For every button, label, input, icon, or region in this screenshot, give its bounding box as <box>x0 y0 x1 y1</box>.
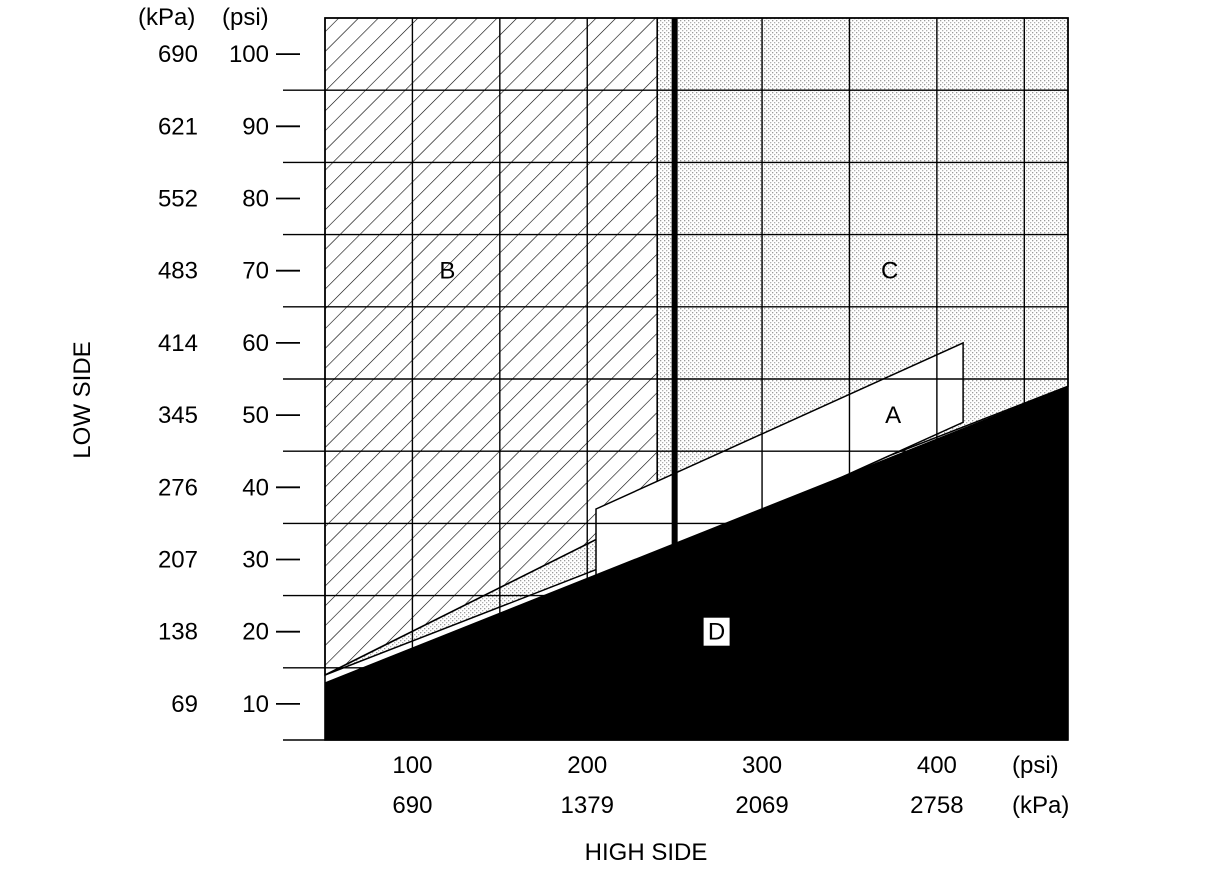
y-tick-label-kpa: 345 <box>158 402 198 429</box>
y-tick-label-psi: 60 <box>242 330 269 357</box>
x-tick-label-psi: 400 <box>917 752 957 779</box>
x-tick-label-kpa: 2069 <box>735 792 788 819</box>
y-axis: (kPa) (psi) LOW SIDE 690 100 621 90 552 80 483… <box>69 4 300 718</box>
y-tick-label-psi: 10 <box>242 691 269 718</box>
x-tick-label-psi: 300 <box>742 752 782 779</box>
y-axis-title: LOW SIDE <box>69 341 96 458</box>
y-tick-label-psi: 20 <box>242 619 269 646</box>
x-axis-title: HIGH SIDE <box>585 839 708 866</box>
y-tick-label-kpa: 621 <box>158 113 198 140</box>
plot-frame <box>324 17 1069 741</box>
y-tick-label-kpa: 414 <box>158 330 198 357</box>
y-tick-label-psi: 50 <box>242 402 269 429</box>
y-tick-label-psi: 100 <box>229 41 269 68</box>
region-label-b: B <box>439 258 455 285</box>
x-tick-label-kpa: 1379 <box>561 792 614 819</box>
y-tick-label-psi: 40 <box>242 474 269 501</box>
x-unit-kpa: (kPa) <box>1012 792 1069 819</box>
y-tick-label-kpa: 138 <box>158 619 198 646</box>
y-tick-label-kpa: 207 <box>158 547 198 574</box>
y-unit-psi: (psi) <box>222 4 269 31</box>
y-tick-label-psi: 30 <box>242 547 269 574</box>
region-label-c: C <box>881 258 898 285</box>
y-tick-label-kpa: 690 <box>158 41 198 68</box>
y-tick-label-psi: 80 <box>242 186 269 213</box>
x-axis: (psi) (kPa) HIGH SIDE 100 690 200 1379 300 20… <box>392 752 1069 866</box>
x-tick-label-psi: 100 <box>392 752 432 779</box>
x-unit-psi: (psi) <box>1012 752 1059 779</box>
y-tick-label-kpa: 483 <box>158 258 198 285</box>
y-tick-label-kpa: 276 <box>158 474 198 501</box>
y-tick-label-kpa: 69 <box>171 691 198 718</box>
y-unit-kpa: (kPa) <box>138 4 195 31</box>
x-tick-label-kpa: 2758 <box>910 792 963 819</box>
x-tick-label-psi: 200 <box>567 752 607 779</box>
region-label-d: D <box>708 619 725 646</box>
y-tick-label-kpa: 552 <box>158 186 198 213</box>
region-labels: A B C D <box>439 258 901 646</box>
region-a <box>595 341 964 590</box>
y-tick-label-psi: 70 <box>242 258 269 285</box>
region-label-box <box>703 617 730 646</box>
region-label-a: A <box>885 402 901 429</box>
region-d <box>325 386 1068 740</box>
x-tick-label-kpa: 690 <box>392 792 432 819</box>
y-tick-label-psi: 90 <box>242 113 269 140</box>
